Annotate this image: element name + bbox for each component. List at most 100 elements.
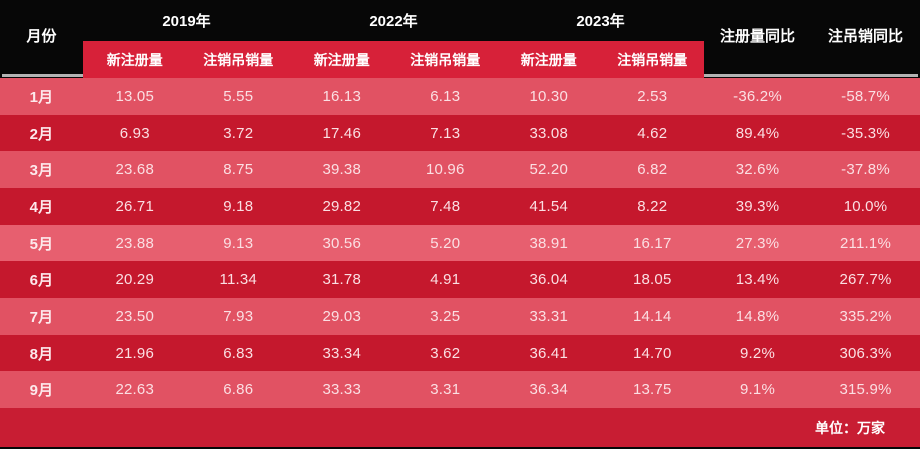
value-cell: 33.34 — [322, 344, 362, 362]
value-cell: 8.75 — [223, 161, 254, 179]
value-cell: 4.62 — [637, 124, 668, 142]
value-cell: 3.72 — [223, 124, 254, 142]
value-cell: 33.33 — [322, 381, 362, 399]
month-cell: 8月 — [29, 345, 54, 363]
month-cell: 5月 — [29, 235, 54, 253]
value-cell: 3.25 — [430, 307, 461, 325]
yoy-cell: 211.1% — [840, 234, 891, 252]
month-cell: 7月 — [29, 308, 54, 326]
table-row: 2月 6.93 3.72 17.46 7.13 33.08 4.62 89.4% -35.3% — [0, 114, 920, 152]
table-row: 1月 13.05 5.55 16.13 6.13 10.30 2.53 -36.2% -58.7… — [0, 78, 920, 115]
column-header-deregistration-yoy: 注吊销同比 — [827, 27, 903, 45]
subheader-2019-new: 新注册量 — [106, 51, 163, 68]
yoy-cell: 27.3% — [735, 234, 780, 252]
yoy-cell: 39.3% — [735, 197, 780, 215]
value-cell: 6.86 — [223, 381, 254, 399]
value-cell: 10.96 — [425, 161, 465, 179]
unit-note: 单位：万家 — [815, 419, 885, 436]
column-header-registration-yoy: 注册量同比 — [719, 27, 795, 45]
yoy-cell: 13.4% — [735, 271, 780, 289]
month-cell: 9月 — [29, 382, 54, 400]
yoy-cell: 306.3% — [839, 344, 892, 362]
value-cell: 36.34 — [529, 381, 569, 399]
value-cell: 33.31 — [529, 307, 569, 325]
value-cell: 6.82 — [637, 161, 668, 179]
value-cell: 23.50 — [115, 307, 155, 325]
month-cell: 6月 — [29, 272, 54, 290]
table-row: 4月 26.71 9.18 29.82 7.48 41.54 8.22 39.3% 10.0% — [0, 188, 920, 225]
subheader-2023-new: 新注册量 — [520, 51, 577, 68]
value-cell: 9.13 — [223, 234, 254, 252]
value-cell: 8.22 — [637, 197, 668, 215]
value-cell: 36.04 — [529, 271, 569, 289]
table-body: 1月 13.05 5.55 16.13 6.13 10.30 2.53 -36.2% -58.7… — [0, 78, 920, 409]
value-cell: 23.88 — [115, 234, 155, 252]
value-cell: 6.93 — [119, 124, 150, 142]
value-cell: 14.70 — [632, 344, 672, 362]
value-cell: 36.41 — [529, 344, 569, 362]
value-cell: 22.63 — [115, 381, 155, 399]
table-row: 7月 23.50 7.93 29.03 3.25 33.31 14.14 14.8% 335.2… — [0, 298, 920, 335]
value-cell: 16.17 — [632, 234, 672, 252]
value-cell: 30.56 — [322, 234, 362, 252]
subheader-2019-cancel: 注销吊销量 — [203, 51, 274, 68]
yoy-cell: 89.4% — [735, 124, 780, 142]
value-cell: 18.05 — [632, 271, 672, 289]
subheader-2022-cancel: 注销吊销量 — [410, 51, 481, 68]
value-cell: 6.83 — [223, 344, 254, 362]
yoy-cell: -37.8% — [841, 161, 890, 179]
value-cell: 41.54 — [529, 197, 569, 215]
yoy-cell: 10.0% — [843, 197, 888, 215]
table-footer: 单位：万家 — [0, 408, 920, 447]
value-cell: 7.48 — [430, 197, 461, 215]
value-cell: 21.96 — [115, 344, 155, 362]
value-cell: 38.91 — [529, 234, 569, 252]
yoy-cell: -36.2% — [733, 87, 782, 105]
value-cell: 4.91 — [430, 271, 461, 289]
table-row: 8月 21.96 6.83 33.34 3.62 36.41 14.70 9.2% 306.3% — [0, 334, 920, 372]
table-row: 9月 22.63 6.86 33.33 3.31 36.34 13.75 9.1% 315.9% — [0, 371, 920, 409]
yoy-cell: 14.8% — [735, 307, 780, 325]
value-cell: 29.03 — [322, 307, 362, 325]
value-cell: 31.78 — [322, 271, 362, 289]
column-header-month: 月份 — [26, 27, 57, 45]
value-cell: 11.34 — [219, 271, 257, 289]
value-cell: 14.14 — [632, 307, 672, 325]
table-row: 3月 23.68 8.75 39.38 10.96 52.20 6.82 32.6% -37.8… — [0, 151, 920, 189]
table-row: 5月 23.88 9.13 30.56 5.20 38.91 16.17 27.3% 211.1… — [0, 224, 920, 262]
month-header-underline — [2, 74, 83, 77]
column-group-2019: 2019年 — [162, 13, 211, 30]
table-row: 6月 20.29 11.34 31.78 4.91 36.04 18.05 13.4% 267.… — [0, 261, 920, 299]
subheader-band — [83, 41, 704, 78]
value-cell: 23.68 — [115, 161, 155, 179]
value-cell: 20.29 — [115, 271, 155, 289]
month-cell: 3月 — [29, 162, 54, 180]
yoy-cell: 315.9% — [839, 381, 892, 399]
column-group-2023: 2023年 — [576, 13, 625, 30]
yoy-cell: 9.2% — [740, 344, 775, 362]
value-cell: 13.05 — [115, 87, 155, 105]
value-cell: 3.62 — [430, 344, 461, 362]
yoy-cell: 9.1% — [740, 381, 775, 399]
value-cell: 5.20 — [430, 234, 461, 252]
value-cell: 52.20 — [529, 161, 569, 179]
value-cell: 5.55 — [223, 87, 254, 105]
yoy-cell: 335.2% — [839, 307, 892, 325]
value-cell: 26.71 — [115, 197, 155, 215]
value-cell: 7.13 — [430, 124, 461, 142]
value-cell: 33.08 — [529, 124, 569, 142]
value-cell: 7.93 — [223, 307, 254, 325]
table-header: 月份 2019年 2022年 2023年 新注册量 注销吊销量 新注册量 注销吊… — [0, 0, 920, 78]
value-cell: 9.18 — [223, 197, 254, 215]
value-cell: 2.53 — [637, 87, 668, 105]
yoy-cell: 32.6% — [735, 161, 780, 179]
value-cell: 16.13 — [322, 87, 362, 105]
value-cell: 13.75 — [632, 381, 672, 399]
value-cell: 29.82 — [322, 197, 362, 215]
value-cell: 39.38 — [322, 161, 362, 179]
subheader-2023-cancel: 注销吊销量 — [617, 51, 688, 68]
value-cell: 10.30 — [529, 87, 569, 105]
value-cell: 3.31 — [430, 381, 461, 399]
value-cell: 6.13 — [430, 87, 461, 105]
